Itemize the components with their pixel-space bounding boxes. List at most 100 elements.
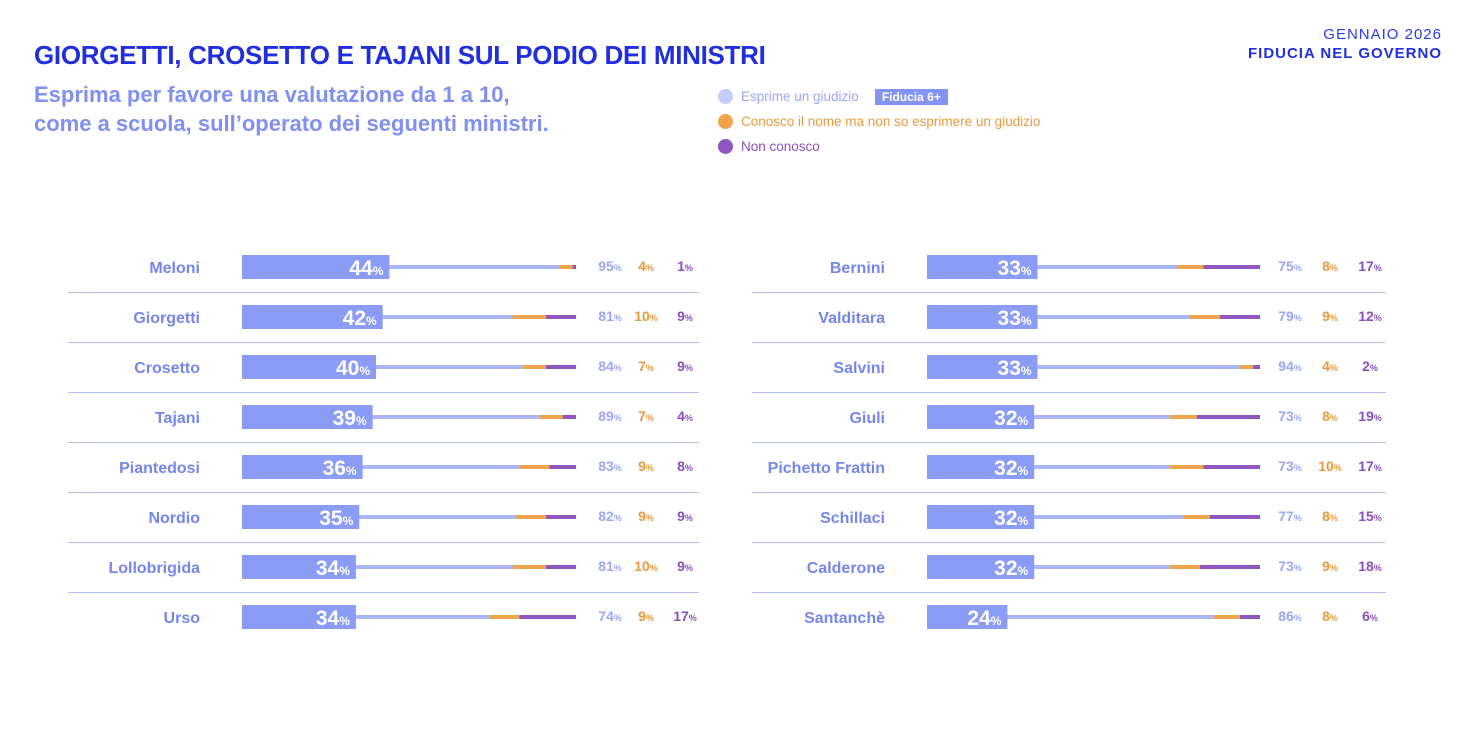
- unknown-segment-lollobrigida: [545, 565, 576, 569]
- judgement-segment-meloni: [242, 265, 560, 269]
- minister-name-meloni: Meloni: [149, 260, 200, 277]
- legend-label-judgement: Esprime un giudizio: [741, 89, 859, 104]
- unknown-value-schillaci: 15%: [1358, 508, 1382, 524]
- trust-bar-tajani: [242, 405, 373, 429]
- legend-swatch-unknown: [718, 139, 733, 154]
- unknown-segment-meloni: [572, 265, 576, 269]
- trust-bar-crosetto: [242, 355, 376, 379]
- unknown-value-tajani: 4%: [677, 408, 693, 424]
- no-opinion-segment-giuli: [1170, 415, 1197, 419]
- minister-name-nordio: Nordio: [148, 510, 200, 527]
- trust-bar-valditara: [927, 305, 1038, 329]
- trust-bar-pichetto-frattin: [927, 455, 1035, 479]
- trust-bar-santanchè: [927, 605, 1008, 629]
- no-opinion-value-crosetto: 7%: [638, 358, 654, 374]
- unknown-value-lollobrigida: 9%: [677, 558, 693, 574]
- judgement-value-crosetto: 84%: [598, 358, 622, 374]
- judgement-value-schillaci: 77%: [1278, 508, 1302, 524]
- unknown-segment-tajani: [562, 415, 576, 419]
- unknown-segment-piantedosi: [549, 465, 576, 469]
- judgement-value-piantedosi: 83%: [598, 458, 622, 474]
- no-opinion-segment-valditara: [1190, 315, 1221, 319]
- judgement-segment-bernini: [927, 265, 1177, 269]
- subtitle-line-2: come a scuola, sull’operato dei seguenti…: [34, 111, 549, 136]
- no-opinion-value-meloni: 4%: [638, 258, 654, 274]
- legend: Esprime un giudizio Fiducia 6+ Conosco i…: [718, 84, 1040, 159]
- no-opinion-segment-lollobrigida: [512, 565, 546, 569]
- trust-bar-bernini: [927, 255, 1038, 279]
- legend-item-unknown: Non conosco: [718, 134, 1040, 159]
- unknown-value-crosetto: 9%: [677, 358, 693, 374]
- unknown-value-giuli: 19%: [1358, 408, 1382, 424]
- no-opinion-segment-giorgetti: [512, 315, 546, 319]
- legend-swatch-no-opinion: [718, 114, 733, 129]
- subtitle-line-1: Esprima per favore una valutazione da 1 …: [34, 82, 510, 107]
- survey-date: GENNAIO 2026: [1323, 26, 1442, 43]
- unknown-value-urso: 17%: [673, 608, 697, 624]
- unknown-segment-santanchè: [1240, 615, 1260, 619]
- survey-section: FIDUCIA NEL GOVERNO: [1247, 45, 1442, 62]
- unknown-value-pichetto-frattin: 17%: [1358, 458, 1382, 474]
- no-opinion-segment-schillaci: [1183, 515, 1211, 519]
- minister-name-pichetto-frattin: Pichetto Frattin: [768, 460, 885, 477]
- legend-badge-trust: Fiducia 6+: [874, 88, 948, 105]
- no-opinion-segment-urso: [489, 615, 520, 619]
- minister-name-piantedosi: Piantedosi: [119, 460, 200, 477]
- no-opinion-segment-piantedosi: [519, 465, 550, 469]
- judgement-segment-urso: [242, 615, 490, 619]
- unknown-value-salvini: 2%: [1362, 358, 1378, 374]
- unknown-value-bernini: 17%: [1358, 258, 1382, 274]
- legend-label-no-opinion: Conosco il nome ma non so esprimere un g…: [741, 114, 1041, 129]
- minister-name-santanchè: Santanchè: [804, 610, 885, 627]
- no-opinion-segment-crosetto: [522, 365, 546, 369]
- no-opinion-value-piantedosi: 9%: [638, 458, 654, 474]
- unknown-value-santanchè: 6%: [1362, 608, 1378, 624]
- unknown-segment-giuli: [1196, 415, 1260, 419]
- unknown-segment-pichetto-frattin: [1203, 465, 1260, 469]
- judgement-segment-crosetto: [242, 365, 523, 369]
- judgement-value-salvini: 94%: [1278, 358, 1302, 374]
- legend-item-no-opinion: Conosco il nome ma non so esprimere un g…: [718, 109, 1040, 134]
- minister-name-valditara: Valditara: [818, 310, 885, 327]
- no-opinion-value-schillaci: 8%: [1322, 508, 1338, 524]
- judgement-segment-lollobrigida: [242, 565, 513, 569]
- judgement-segment-giuli: [927, 415, 1171, 419]
- judgement-segment-santanchè: [927, 615, 1214, 619]
- unknown-segment-bernini: [1203, 265, 1260, 269]
- no-opinion-segment-calderone: [1170, 565, 1201, 569]
- unknown-value-piantedosi: 8%: [677, 458, 693, 474]
- no-opinion-value-tajani: 7%: [638, 408, 654, 424]
- trust-bar-calderone: [927, 555, 1035, 579]
- unknown-value-valditara: 12%: [1358, 308, 1382, 324]
- trust-bar-nordio: [242, 505, 360, 529]
- judgement-segment-nordio: [242, 515, 516, 519]
- unknown-segment-salvini: [1253, 365, 1260, 369]
- minister-name-lollobrigida: Lollobrigida: [108, 560, 200, 577]
- no-opinion-value-urso: 9%: [638, 608, 654, 624]
- trust-bar-salvini: [927, 355, 1038, 379]
- no-opinion-segment-salvini: [1240, 365, 1254, 369]
- no-opinion-value-pichetto-frattin: 10%: [1318, 458, 1342, 474]
- unknown-segment-nordio: [545, 515, 576, 519]
- judgement-value-valditara: 79%: [1278, 308, 1302, 324]
- minister-name-giorgetti: Giorgetti: [133, 310, 200, 327]
- judgement-segment-tajani: [242, 415, 540, 419]
- judgement-value-urso: 74%: [598, 608, 622, 624]
- minister-name-bernini: Bernini: [830, 260, 885, 277]
- unknown-segment-calderone: [1200, 565, 1260, 569]
- unknown-segment-urso: [519, 615, 576, 619]
- trust-bar-giorgetti: [242, 305, 383, 329]
- chart-title: GIORGETTI, CROSETTO E TAJANI SUL PODIO D…: [34, 40, 766, 70]
- minister-name-giuli: Giuli: [849, 410, 885, 427]
- judgement-segment-schillaci: [927, 515, 1184, 519]
- no-opinion-segment-bernini: [1176, 265, 1204, 269]
- unknown-segment-valditara: [1220, 315, 1260, 319]
- judgement-value-giorgetti: 81%: [598, 308, 622, 324]
- unknown-value-nordio: 9%: [677, 508, 693, 524]
- judgement-value-meloni: 95%: [598, 258, 622, 274]
- judgement-value-santanchè: 86%: [1278, 608, 1302, 624]
- judgement-segment-calderone: [927, 565, 1171, 569]
- legend-swatch-judgement: [718, 89, 733, 104]
- legend-item-judgement: Esprime un giudizio Fiducia 6+: [718, 84, 1040, 109]
